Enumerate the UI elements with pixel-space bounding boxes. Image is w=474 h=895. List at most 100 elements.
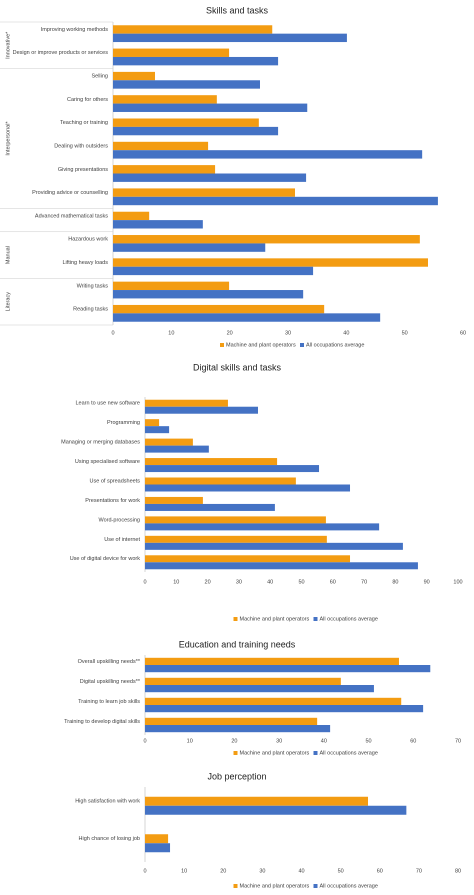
legend-swatch (313, 884, 318, 888)
bar (145, 697, 402, 705)
y-tick-label: Teaching or training (60, 120, 108, 126)
y-tick-label: Word-processing (99, 517, 140, 523)
y-tick-label: Programming (107, 420, 140, 426)
bar (113, 95, 217, 104)
bar (113, 103, 308, 112)
chart-title: Digital skills and tasks (193, 362, 282, 372)
bar (113, 71, 155, 81)
legend-label: Machine and plant operators (240, 883, 310, 889)
y-tick-label: Presentations for work (85, 498, 140, 504)
bar (113, 290, 304, 299)
y-tick-label: Selling (91, 74, 108, 80)
y-tick-label: Writing tasks (77, 283, 109, 289)
bar (113, 235, 420, 244)
bar (113, 80, 260, 89)
bar (145, 834, 169, 844)
y-tick-label: Training to develop digital skills (64, 719, 140, 725)
bar (113, 56, 279, 66)
y-tick-label: Dealing with outsiders (54, 143, 108, 149)
bar (145, 426, 170, 434)
x-tick-label: 100 (453, 579, 462, 585)
bar (145, 805, 407, 815)
bar (145, 516, 326, 524)
x-tick-label: 50 (338, 868, 344, 874)
bar (145, 445, 209, 453)
group-label: Literacy (5, 292, 11, 312)
x-tick-label: 10 (187, 738, 193, 744)
bar (113, 313, 381, 322)
bar (145, 725, 331, 733)
x-tick-label: 60 (460, 330, 466, 336)
x-tick-label: 0 (111, 330, 114, 336)
legend-label: All occupations average (320, 883, 378, 889)
bar (113, 266, 314, 276)
y-tick-label: Use of spreadsheets (90, 478, 141, 484)
y-tick-label: Hazardous work (68, 237, 108, 243)
x-tick-label: 50 (298, 579, 304, 585)
bar (145, 717, 318, 725)
bar (145, 665, 431, 673)
group-label: Manual (5, 246, 11, 264)
bar (113, 211, 150, 221)
bar (145, 484, 351, 492)
x-tick-label: 70 (361, 579, 367, 585)
y-tick-label: Improving working methods (41, 27, 109, 33)
legend-label: Machine and plant operators (226, 342, 296, 348)
bar (145, 503, 275, 511)
bar (113, 304, 325, 314)
x-tick-label: 70 (455, 738, 461, 744)
legend-swatch (313, 751, 318, 755)
bar (113, 126, 279, 136)
y-tick-label: Training to learn job skills (78, 699, 140, 705)
bar (113, 173, 307, 182)
y-tick-label: Reading tasks (73, 307, 108, 313)
x-tick-label: 20 (220, 868, 226, 874)
x-tick-label: 80 (455, 868, 461, 874)
x-tick-label: 40 (343, 330, 349, 336)
bar (145, 535, 327, 543)
bar (113, 33, 347, 43)
y-tick-label: Use of internet (104, 537, 140, 543)
bar (145, 406, 258, 414)
legend-swatch (220, 343, 224, 347)
bar (145, 796, 369, 806)
x-tick-label: 60 (330, 579, 336, 585)
bar (113, 196, 438, 206)
bar (145, 523, 380, 531)
y-tick-label: Use of digital device for work (70, 556, 141, 562)
x-tick-label: 60 (410, 738, 416, 744)
x-tick-label: 10 (181, 868, 187, 874)
x-tick-label: 60 (377, 868, 383, 874)
legend-swatch (233, 884, 238, 888)
group-label: Innovative* (5, 31, 11, 59)
bar (145, 465, 320, 473)
x-tick-label: 70 (416, 868, 422, 874)
bar (145, 419, 160, 427)
legend-label: All occupations average (320, 750, 378, 756)
bar (113, 281, 230, 291)
x-tick-label: 50 (366, 738, 372, 744)
x-tick-label: 50 (402, 330, 408, 336)
bar (145, 562, 418, 570)
legend-swatch (313, 617, 318, 621)
bar (113, 141, 209, 151)
legend-swatch (233, 751, 238, 755)
bar (145, 399, 228, 407)
bar (145, 677, 341, 685)
legend-swatch (300, 343, 304, 347)
bar (145, 685, 374, 693)
bar (113, 25, 273, 34)
x-tick-label: 0 (143, 738, 146, 744)
x-tick-label: 30 (285, 330, 291, 336)
bar (145, 555, 351, 563)
x-tick-label: 20 (205, 579, 211, 585)
y-tick-label: Overall upskilling needs** (78, 659, 141, 665)
bar (145, 477, 296, 485)
x-tick-label: 0 (143, 868, 146, 874)
bar (145, 705, 424, 713)
x-tick-label: 30 (236, 579, 242, 585)
y-tick-label: High satisfaction with work (75, 799, 140, 805)
y-tick-label: Using specialised software (75, 459, 140, 465)
x-tick-label: 80 (392, 579, 398, 585)
legend-label: Machine and plant operators (240, 616, 310, 622)
